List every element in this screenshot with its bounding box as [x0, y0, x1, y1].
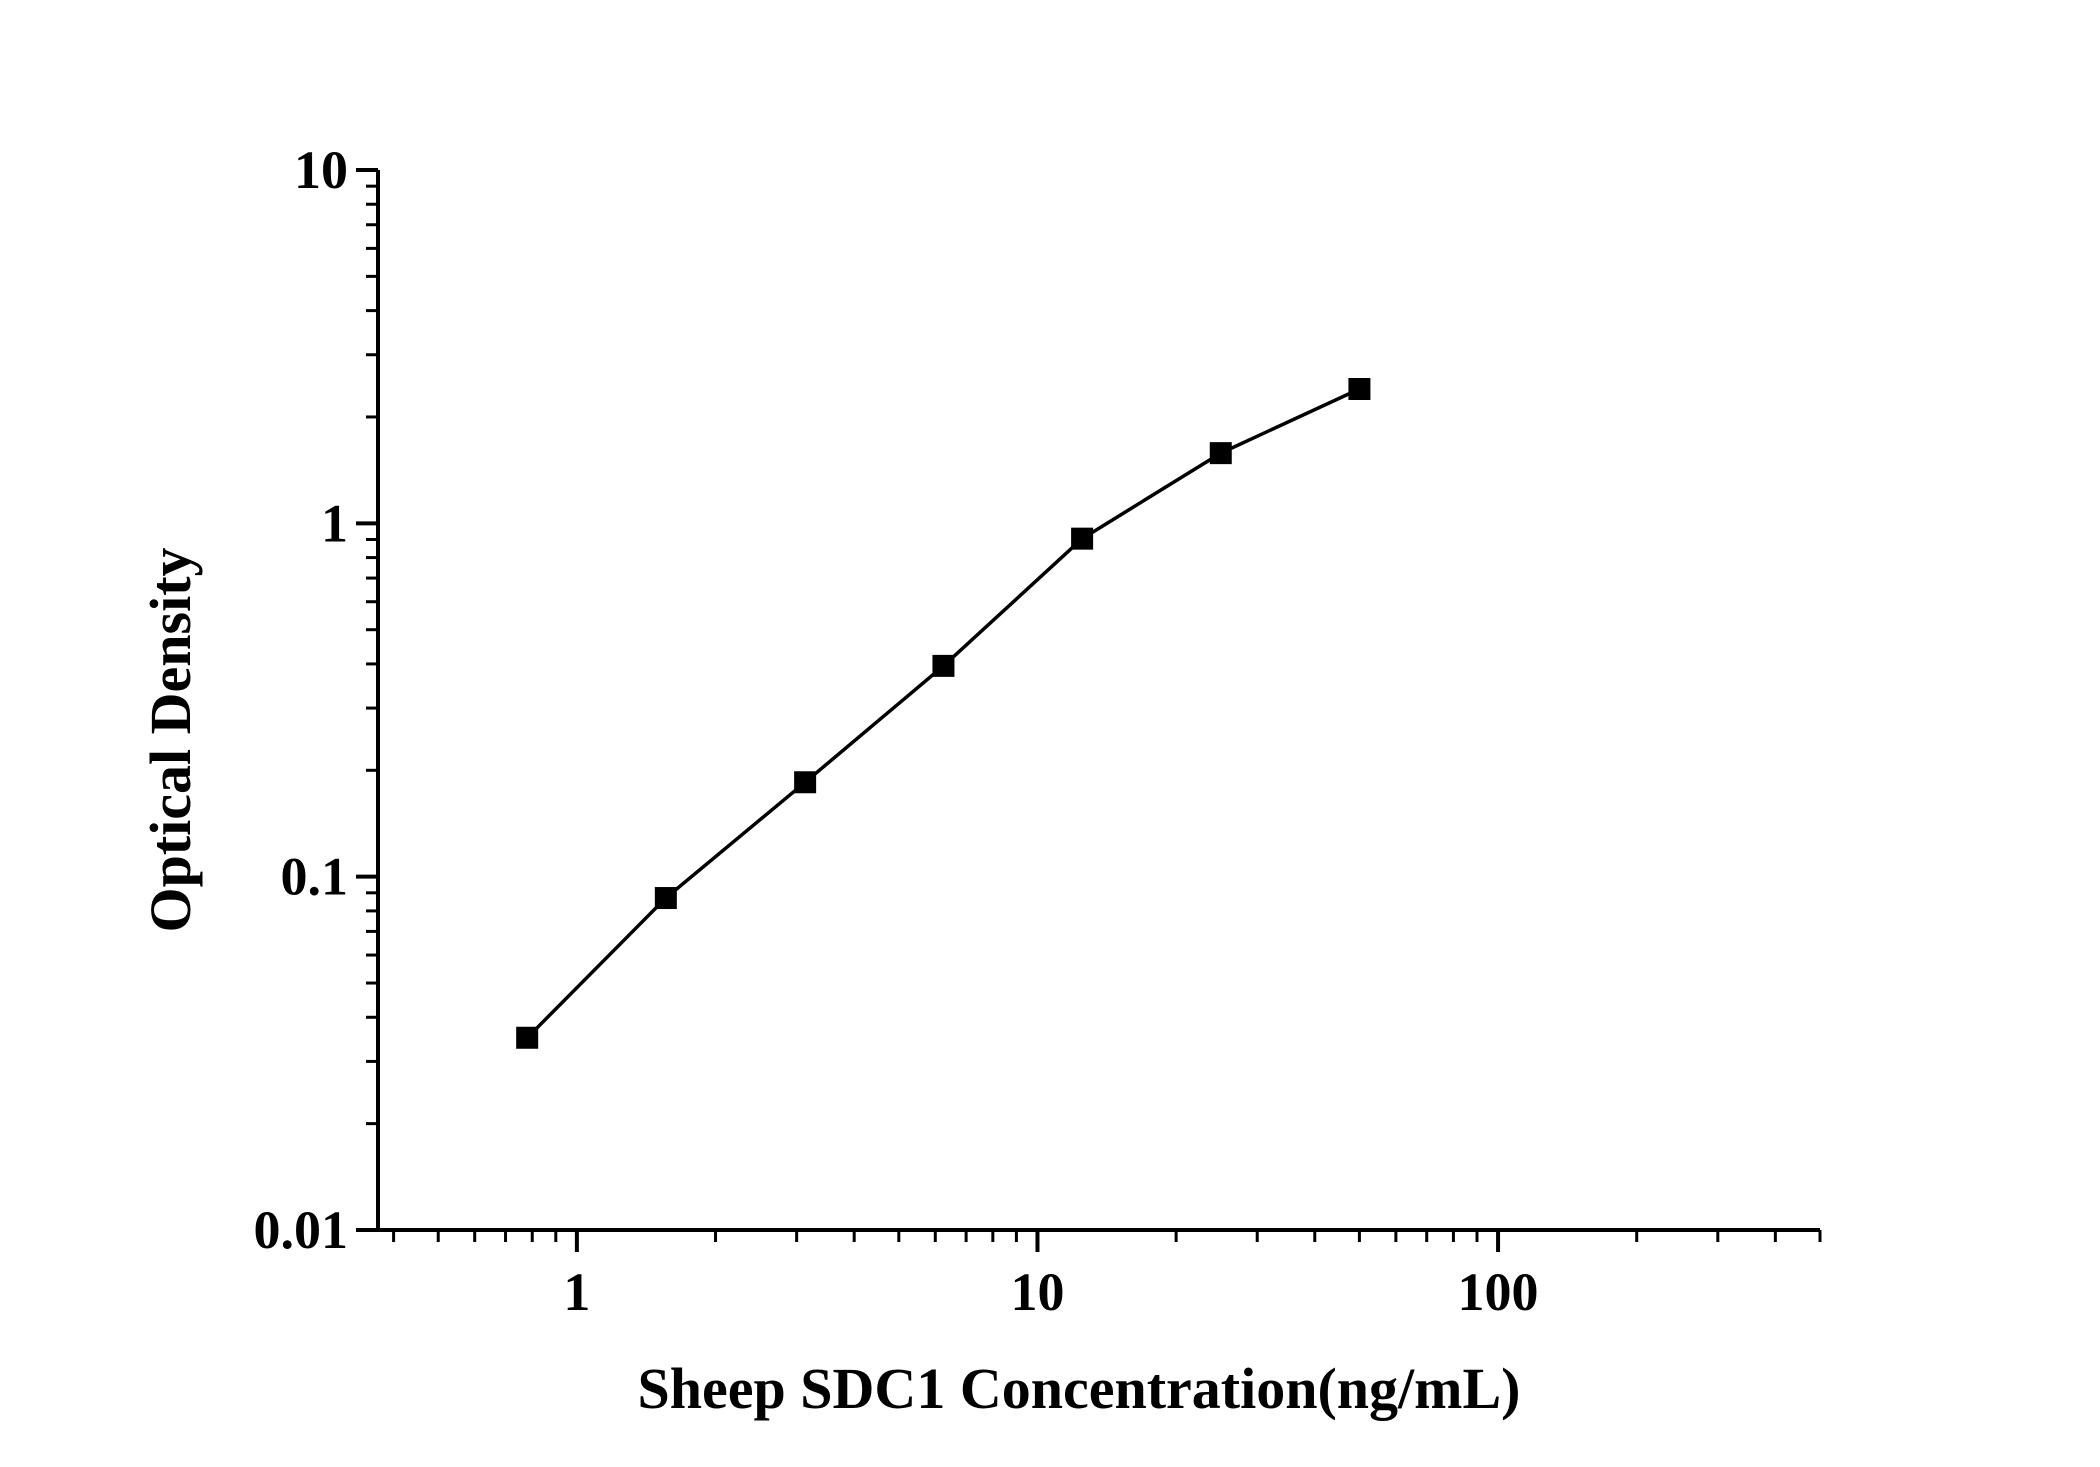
data-point-marker — [1348, 377, 1371, 400]
data-point-marker — [932, 654, 955, 677]
x-axis-title: Sheep SDC1 Concentration(ng/mL) — [638, 1356, 1521, 1421]
y-tick-label: 10 — [294, 140, 348, 200]
x-tick-label: 100 — [1458, 1262, 1539, 1322]
data-point-marker — [516, 1026, 539, 1049]
data-point-marker — [794, 771, 817, 794]
data-point-marker — [1209, 442, 1232, 465]
data-point-marker — [1071, 527, 1094, 550]
y-tick-label: 1 — [321, 493, 348, 553]
series-line — [525, 387, 1361, 1040]
y-axis-title: Optical Density — [138, 547, 203, 932]
axes: 0.01 0.1 1 10 1 10 100 — [254, 140, 1822, 1322]
y-ticks: 0.01 0.1 1 10 — [254, 140, 378, 1260]
plot-area — [516, 377, 1371, 1049]
x-ticks: 1 10 100 — [392, 1230, 1822, 1322]
data-point-marker — [654, 887, 677, 910]
y-tick-label: 0.1 — [281, 847, 349, 907]
y-tick-label: 0.01 — [254, 1200, 349, 1260]
x-tick-label: 1 — [563, 1262, 590, 1322]
x-tick-label: 10 — [1010, 1262, 1064, 1322]
